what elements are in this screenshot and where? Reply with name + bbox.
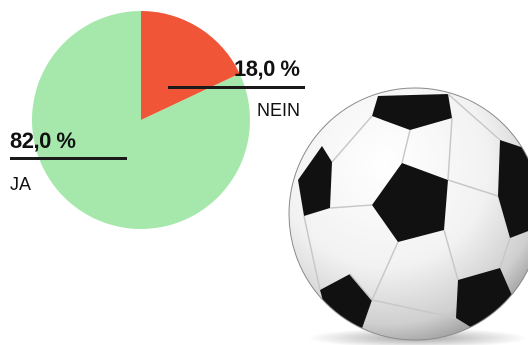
pie-chart [31,11,251,230]
slice-label-ja: JA [10,174,32,194]
pie-slice-nein [141,11,240,120]
soccer-ball-illustration [288,87,528,345]
slice-value-ja: 82,0 % [10,128,76,153]
slice-value-nein: 18,0 % [234,56,300,81]
leader-line-nein [168,86,305,89]
pie-slice-ja [31,11,251,230]
slice-label-nein: NEIN [257,100,301,120]
leader-line-ja [10,157,127,160]
